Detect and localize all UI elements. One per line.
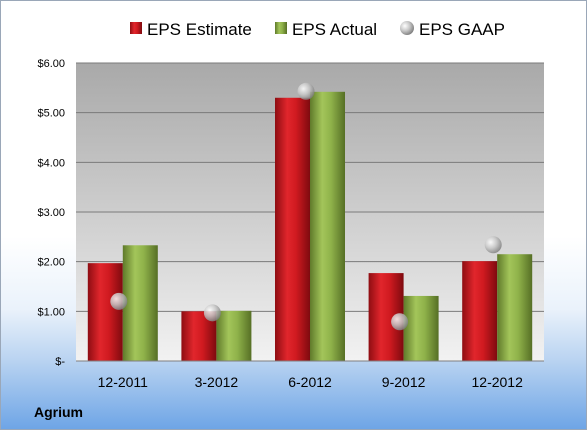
marker-eps-gaap <box>110 292 128 310</box>
x-tick-label: 9-2012 <box>382 374 426 390</box>
legend-label-eps-actual: EPS Actual <box>292 20 377 39</box>
legend-swatch-eps-gaap <box>400 21 414 35</box>
y-tick-label: $2.00 <box>37 257 65 269</box>
marker-eps-gaap <box>391 313 409 331</box>
y-tick-label: $5.00 <box>37 108 65 120</box>
company-label: Agrium <box>34 404 83 420</box>
bar-eps-actual <box>122 245 158 361</box>
marker-eps-gaap <box>297 82 315 100</box>
y-tick-label: $1.00 <box>37 306 65 318</box>
bar-eps-actual <box>310 91 345 361</box>
bar-eps-estimate <box>275 97 310 362</box>
marker-eps-gaap <box>484 236 502 254</box>
bar-eps-estimate <box>462 261 498 361</box>
y-tick-label: $6.00 <box>37 58 65 70</box>
legend-swatch-eps-estimate <box>130 22 142 34</box>
x-axis-labels: 12-2011 3-2012 6-2012 9-2012 12-2012 <box>98 374 523 390</box>
legend-label-eps-estimate: EPS Estimate <box>147 20 252 39</box>
bar-eps-actual <box>403 295 439 361</box>
legend-swatch-eps-actual <box>275 22 287 34</box>
bars <box>87 91 533 362</box>
y-tick-label: $4.00 <box>37 157 65 169</box>
x-tick-label: 3-2012 <box>195 374 239 390</box>
bar-eps-actual <box>216 310 252 361</box>
y-axis-ticks: $- $1.00 $2.00 $3.00 $4.00 $5.00 $6.00 <box>37 58 65 368</box>
legend: EPS Estimate EPS Actual EPS GAAP <box>130 20 505 39</box>
x-tick-label: 12-2012 <box>472 374 524 390</box>
marker-eps-gaap <box>203 304 221 322</box>
y-tick-label: $- <box>55 356 65 368</box>
bar-eps-actual <box>497 254 533 361</box>
x-tick-label: 12-2011 <box>98 374 149 390</box>
gaap-markers <box>110 82 502 331</box>
legend-label-eps-gaap: EPS GAAP <box>419 20 505 39</box>
y-tick-label: $3.00 <box>37 207 65 219</box>
x-tick-label: 6-2012 <box>288 374 332 390</box>
bar-eps-estimate <box>87 263 123 361</box>
